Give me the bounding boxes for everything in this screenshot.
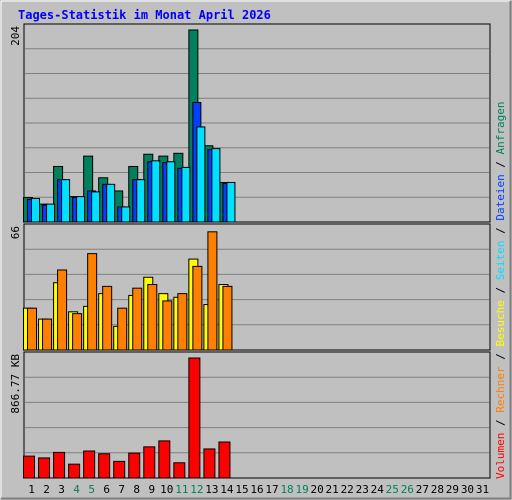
bar-seiten-day-9 xyxy=(151,160,161,223)
bar-volumen-day-2 xyxy=(38,457,51,479)
x-axis-labels: 1 2 3 4 5 6 7 8 9 10 11 12 13 14 15 16 17 18 19 20 21 22 23 24 2… xyxy=(28,483,489,496)
bar-seiten-day-13 xyxy=(211,148,221,223)
bar-volumen-day-5 xyxy=(83,450,96,479)
x-tick-label-day-29: 29 xyxy=(446,483,459,496)
bar-seiten-day-8 xyxy=(136,179,146,223)
bar-rechner-day-7 xyxy=(117,307,128,351)
x-tick-label-day-17: 17 xyxy=(265,483,278,496)
panels-layer: 204 66 866.77 KB xyxy=(9,23,491,479)
bar-rechner-day-1 xyxy=(27,307,38,351)
x-tick-label-day-25: 25 xyxy=(386,483,399,496)
bar-rechner-day-3 xyxy=(57,269,68,351)
x-tick-label-day-21: 21 xyxy=(326,483,339,496)
bar-volumen-day-9 xyxy=(143,446,156,479)
bar-rechner-day-6 xyxy=(102,285,113,351)
bar-volumen-day-14 xyxy=(218,441,231,479)
legend-separator: / xyxy=(494,154,507,174)
x-tick-label-day-22: 22 xyxy=(341,483,354,496)
bar-volumen-day-4 xyxy=(68,463,81,479)
bar-seiten-day-14 xyxy=(226,181,236,223)
bar-volumen-day-12 xyxy=(188,357,201,479)
bar-seiten-day-12 xyxy=(196,126,206,223)
x-tick-label-day-13: 13 xyxy=(205,483,218,496)
legend-item-volumen: Volumen xyxy=(494,433,507,479)
bar-rechner-day-14 xyxy=(222,285,233,351)
panel-visits: 66 xyxy=(9,223,491,351)
x-tick-label-day-10: 10 xyxy=(160,483,173,496)
bar-seiten-day-10 xyxy=(166,161,176,223)
x-tick-label-day-12: 12 xyxy=(190,483,203,496)
bar-rechner-day-13 xyxy=(207,231,218,351)
x-tick-label-day-7: 7 xyxy=(118,483,125,496)
bar-volumen-day-8 xyxy=(128,452,141,479)
x-tick-label-day-3: 3 xyxy=(58,483,65,496)
bar-seiten-day-2 xyxy=(46,203,56,223)
x-tick-label-day-9: 9 xyxy=(148,483,155,496)
bar-volumen-day-10 xyxy=(158,440,171,479)
y-axis-max-label: 866.77 KB xyxy=(9,354,22,414)
x-tick-label-day-31: 31 xyxy=(476,483,489,496)
bar-volumen-day-11 xyxy=(173,462,186,479)
x-tick-label-day-16: 16 xyxy=(250,483,263,496)
x-tick-label-day-24: 24 xyxy=(371,483,385,496)
x-tick-label-day-2: 2 xyxy=(43,483,50,496)
x-tick-label-day-11: 11 xyxy=(175,483,188,496)
bar-volumen-day-6 xyxy=(98,453,111,479)
x-tick-label-day-19: 19 xyxy=(295,483,308,496)
bar-rechner-day-12 xyxy=(192,265,203,351)
x-tick-label-day-1: 1 xyxy=(28,483,35,496)
bar-rechner-day-10 xyxy=(162,300,173,351)
legend-item-rechner: Rechner xyxy=(494,366,507,413)
bar-rechner-day-9 xyxy=(147,284,158,351)
legend-separator: / xyxy=(494,413,507,433)
bar-seiten-day-11 xyxy=(181,166,191,223)
legend: Volumen / Rechner / Besuche / Seiten / D… xyxy=(494,101,507,479)
bar-seiten-day-1 xyxy=(31,197,41,223)
bar-seiten-day-5 xyxy=(91,191,101,223)
x-tick-label-day-5: 5 xyxy=(88,483,95,496)
chart-title: Tages-Statistik im Monat April 2026 xyxy=(18,8,271,22)
x-tick-label-day-4: 4 xyxy=(73,483,80,496)
legend-item-anfragen: Anfragen xyxy=(494,101,507,154)
bar-volumen-day-13 xyxy=(203,448,216,479)
bar-seiten-day-4 xyxy=(76,196,86,223)
x-tick-label-day-27: 27 xyxy=(416,483,429,496)
bar-volumen-day-3 xyxy=(53,451,66,479)
legend-item-seiten: Seiten xyxy=(494,241,507,281)
x-tick-label-day-8: 8 xyxy=(133,483,140,496)
x-tick-label-day-18: 18 xyxy=(280,483,293,496)
x-tick-label-day-26: 26 xyxy=(401,483,414,496)
x-tick-label-day-6: 6 xyxy=(103,483,110,496)
y-axis-max-label: 66 xyxy=(9,226,22,239)
x-tick-label-day-28: 28 xyxy=(431,483,444,496)
bar-rechner-day-4 xyxy=(72,313,83,351)
bar-rechner-day-11 xyxy=(177,293,188,351)
x-tick-label-day-30: 30 xyxy=(461,483,474,496)
legend-item-dateien: Dateien xyxy=(494,174,507,220)
bar-seiten-day-3 xyxy=(61,179,71,223)
legend-separator: / xyxy=(494,347,507,367)
y-axis-max-label: 204 xyxy=(9,26,22,46)
bar-volumen-day-7 xyxy=(113,460,126,479)
bar-seiten-day-7 xyxy=(121,206,131,223)
legend-separator: / xyxy=(494,280,507,300)
bar-volumen-day-1 xyxy=(23,455,36,479)
legend-item-besuche: Besuche xyxy=(494,300,507,346)
bar-rechner-day-2 xyxy=(42,318,53,351)
x-tick-label-day-15: 15 xyxy=(235,483,248,496)
x-tick-label-day-23: 23 xyxy=(356,483,369,496)
legend-separator: / xyxy=(494,221,507,241)
x-tick-label-day-14: 14 xyxy=(220,483,234,496)
bar-rechner-day-5 xyxy=(87,253,98,351)
bar-seiten-day-6 xyxy=(106,183,116,223)
panel-hits: 204 xyxy=(9,23,491,223)
x-tick-label-day-20: 20 xyxy=(311,483,324,496)
bar-rechner-day-8 xyxy=(132,287,143,351)
panel-volume: 866.77 KB xyxy=(9,351,491,479)
